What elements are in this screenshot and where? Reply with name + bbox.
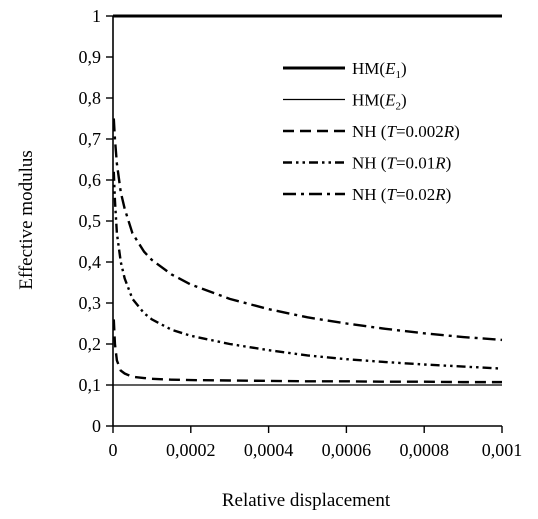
x-tick-label: 0,0008 [399,440,449,460]
y-tick-label: 1 [92,6,101,26]
legend-label-4: NH (T=0.01R) [352,154,451,173]
y-tick-label: 0,1 [79,375,102,395]
axes: 0 0,1 0,2 0,3 0,4 0,5 0,6 0,7 0,8 0,9 1 0 0,0002 0,00… [79,6,523,460]
y-tick-label: 0,8 [79,88,102,108]
y-tick-label: 0,4 [79,252,102,272]
legend-label-3: NH (T=0.002R) [352,122,460,141]
x-tick-label: 0,0006 [322,440,372,460]
legend-label-2: HM(E2) [352,91,407,113]
x-tick-label: 0,0004 [244,440,294,460]
series-line-4 [112,171,503,370]
y-tick-label: 0,3 [79,293,102,313]
y-tick-label: 0,2 [79,334,102,354]
x-tick-label: 0 [109,440,118,460]
legend-label-5: NH (T=0.02R) [352,185,451,204]
x-tick-label: 0,0002 [166,440,216,460]
series-line-5 [112,118,503,342]
legend: HM(E1) HM(E2) NH (T=0.002R) NH (T=0.01R) NH … [283,59,460,204]
series-layer [112,14,503,386]
y-tick-label: 0 [92,416,101,436]
y-tick-label: 0,9 [79,47,102,67]
y-tick-label: 0,6 [79,170,102,190]
y-axis-title: Effective modulus [16,150,37,289]
series-line-3 [112,319,502,384]
x-axis-title: Relative displacement [222,490,391,511]
y-tick-label: 0,7 [79,129,102,149]
x-tick-label: 0,001 [482,440,523,460]
legend-label-1: HM(E1) [352,59,407,81]
y-tick-label: 0,5 [79,211,102,231]
